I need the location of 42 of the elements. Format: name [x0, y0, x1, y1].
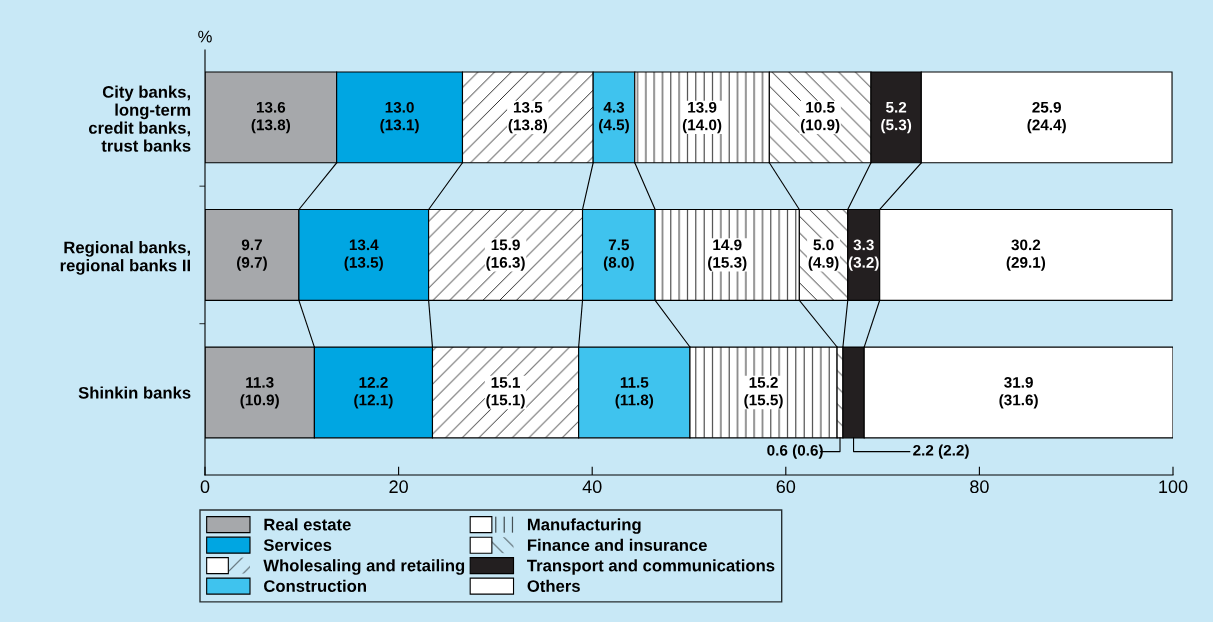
data-label: 4.3 (4.5)	[599, 101, 629, 134]
x-tick-label: 20	[389, 480, 408, 494]
x-tick-label: 100	[1159, 480, 1188, 494]
legend-label: Others	[527, 579, 580, 592]
data-label: 5.2 (5.3)	[881, 101, 912, 134]
legend-label: Transport and communications	[527, 559, 775, 575]
data-label: 15.1 (15.1)	[486, 377, 525, 409]
x-tick-label: 40	[582, 480, 602, 494]
data-label: 3.3 (3.2)	[848, 239, 879, 271]
y-tick-label: City banks, long-term credit banks, trust banks	[88, 85, 191, 152]
data-label: 13.0 (13.1)	[380, 101, 419, 134]
y-tick-label: Regional banks, regional banks II	[60, 241, 191, 275]
legend-label: Real estate	[264, 518, 351, 531]
data-label: 5.0 (4.9)	[808, 239, 839, 271]
data-label: 11.3 (10.9)	[240, 376, 279, 409]
data-label: 13.9 (14.0)	[682, 101, 722, 134]
data-label: 9.7 (9.7)	[237, 239, 267, 271]
data-label: 0.6 (0.6)	[767, 444, 823, 459]
data-label: 13.5 (13.8)	[508, 101, 548, 134]
data-label: 31.9 (31.6)	[999, 376, 1038, 409]
data-label: 15.2 (15.5)	[744, 376, 783, 409]
data-label: 14.9 (15.3)	[708, 239, 747, 271]
legend-label: Services	[263, 538, 332, 551]
data-label: 10.5 (10.9)	[800, 101, 840, 134]
data-label: 15.9 (16.3)	[486, 239, 525, 271]
legend-label: Wholesaling and retailing	[263, 559, 465, 575]
legend-label: Construction	[264, 579, 366, 592]
x-axis-title: %	[198, 30, 212, 43]
y-tick-label: Shinkin banks	[78, 386, 191, 399]
x-tick-label: 60	[776, 480, 796, 494]
data-label: 11.5 (11.8)	[615, 377, 654, 409]
x-tick-label: 0	[200, 480, 210, 494]
data-label: 12.2 (12.1)	[354, 376, 393, 409]
data-label: 13.6 (13.8)	[251, 101, 291, 134]
data-label: 2.2 (2.2)	[913, 444, 969, 459]
legend-label: Manufacturing	[527, 518, 641, 534]
legend-label: Finance and insurance	[527, 538, 707, 552]
data-label: 7.5 (8.0)	[603, 239, 634, 271]
data-label: 25.9 (24.4)	[1027, 101, 1066, 134]
x-tick-label: 80	[970, 480, 989, 494]
data-label: 13.4 (13.5)	[344, 239, 383, 271]
data-label: 30.2 (29.1)	[1006, 239, 1046, 271]
